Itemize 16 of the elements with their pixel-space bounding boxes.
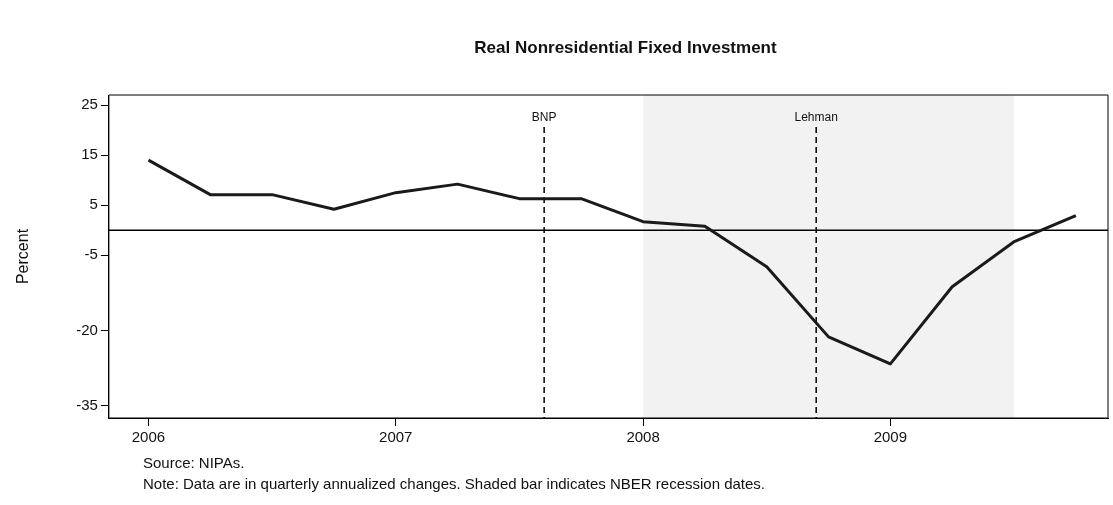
y-tick-label: 15 xyxy=(81,145,98,163)
y-tick-label: 5 xyxy=(89,195,98,213)
x-tick-label: 2006 xyxy=(131,428,166,446)
y-tick-label: -20 xyxy=(76,320,98,338)
y-axis-title: Percent xyxy=(14,228,32,285)
y-tick-label: -5 xyxy=(84,245,98,263)
ref-line-label: BNP xyxy=(531,110,557,124)
source-note: Source: NIPAs. xyxy=(143,453,246,473)
chart-title: Real Nonresidential Fixed Investment xyxy=(473,38,778,58)
x-tick-label: 2007 xyxy=(379,428,413,446)
x-tick-label: 2008 xyxy=(626,428,660,446)
y-tick-label: 25 xyxy=(81,95,98,113)
text: Note: Data are in quarterly annualized changes. Shaded bar indicates NBER recession dates. xyxy=(143,474,766,494)
x-tick-label: 2009 xyxy=(873,428,908,446)
ref-line-label: Lehman xyxy=(794,110,838,124)
y-tick-label: -35 xyxy=(76,395,98,413)
